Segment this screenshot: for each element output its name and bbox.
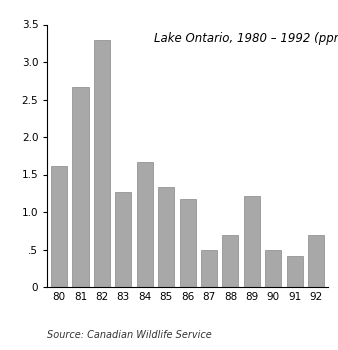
Text: Lake Ontario, 1980 – 1992 (ppm): Lake Ontario, 1980 – 1992 (ppm) xyxy=(154,33,338,46)
Bar xyxy=(222,234,238,287)
Bar xyxy=(244,196,260,287)
Bar xyxy=(287,256,303,287)
Bar xyxy=(115,192,131,287)
Bar xyxy=(308,234,324,287)
Bar xyxy=(179,199,196,287)
Bar xyxy=(72,87,89,287)
Bar xyxy=(94,40,110,287)
Bar xyxy=(265,250,281,287)
Bar xyxy=(51,166,67,287)
Bar xyxy=(201,250,217,287)
Bar xyxy=(158,187,174,287)
Text: Source: Canadian Wildlife Service: Source: Canadian Wildlife Service xyxy=(47,329,212,340)
Bar xyxy=(137,162,153,287)
